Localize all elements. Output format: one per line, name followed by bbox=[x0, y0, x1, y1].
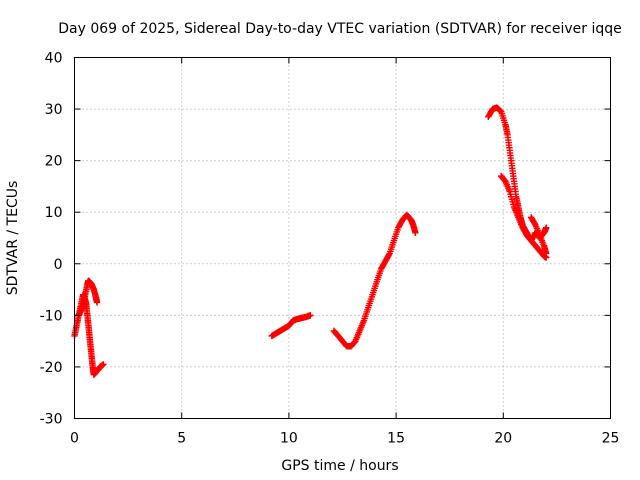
y-axis-label: SDTVAR / TECUs bbox=[5, 181, 21, 296]
y-tick-label: -20 bbox=[40, 360, 63, 376]
chart-title: Day 069 of 2025, Sidereal Day-to-day VTE… bbox=[58, 21, 622, 37]
data-point bbox=[542, 224, 550, 231]
y-tick-label: -30 bbox=[40, 412, 63, 428]
x-tick-label: 10 bbox=[280, 431, 298, 447]
x-tick-label: 5 bbox=[177, 431, 186, 447]
data-point bbox=[412, 229, 419, 237]
data-point bbox=[542, 250, 550, 257]
x-tick-label: 15 bbox=[387, 431, 405, 447]
series-seg4b bbox=[497, 172, 550, 244]
data-points bbox=[71, 104, 550, 378]
y-tick-label: 20 bbox=[45, 154, 63, 170]
plot-frame bbox=[74, 57, 611, 419]
series-seg3 bbox=[330, 211, 419, 350]
series-seg1b bbox=[75, 291, 107, 378]
data-point bbox=[385, 251, 393, 258]
x-tick-label: 25 bbox=[602, 431, 620, 447]
y-tick-label: 0 bbox=[54, 257, 63, 273]
x-tick-label: 20 bbox=[494, 431, 512, 447]
series-seg2 bbox=[268, 312, 314, 340]
series-seg4c bbox=[527, 214, 550, 257]
data-point bbox=[100, 361, 107, 368]
y-tick-label: 30 bbox=[45, 102, 63, 118]
data-point bbox=[93, 299, 101, 306]
y-tick-label: -10 bbox=[40, 308, 63, 324]
x-tick-label: 0 bbox=[70, 431, 79, 447]
y-tick-label: 10 bbox=[45, 205, 63, 221]
x-axis-label: GPS time / hours bbox=[281, 458, 398, 474]
axis-ticks: 0 5 10 15 20 25 -30 -20 -10 0 10 20 30 40 bbox=[40, 51, 620, 447]
data-point bbox=[307, 312, 314, 319]
y-tick-label: 40 bbox=[45, 51, 63, 67]
data-point bbox=[531, 220, 538, 228]
series-seg1a bbox=[71, 277, 101, 340]
